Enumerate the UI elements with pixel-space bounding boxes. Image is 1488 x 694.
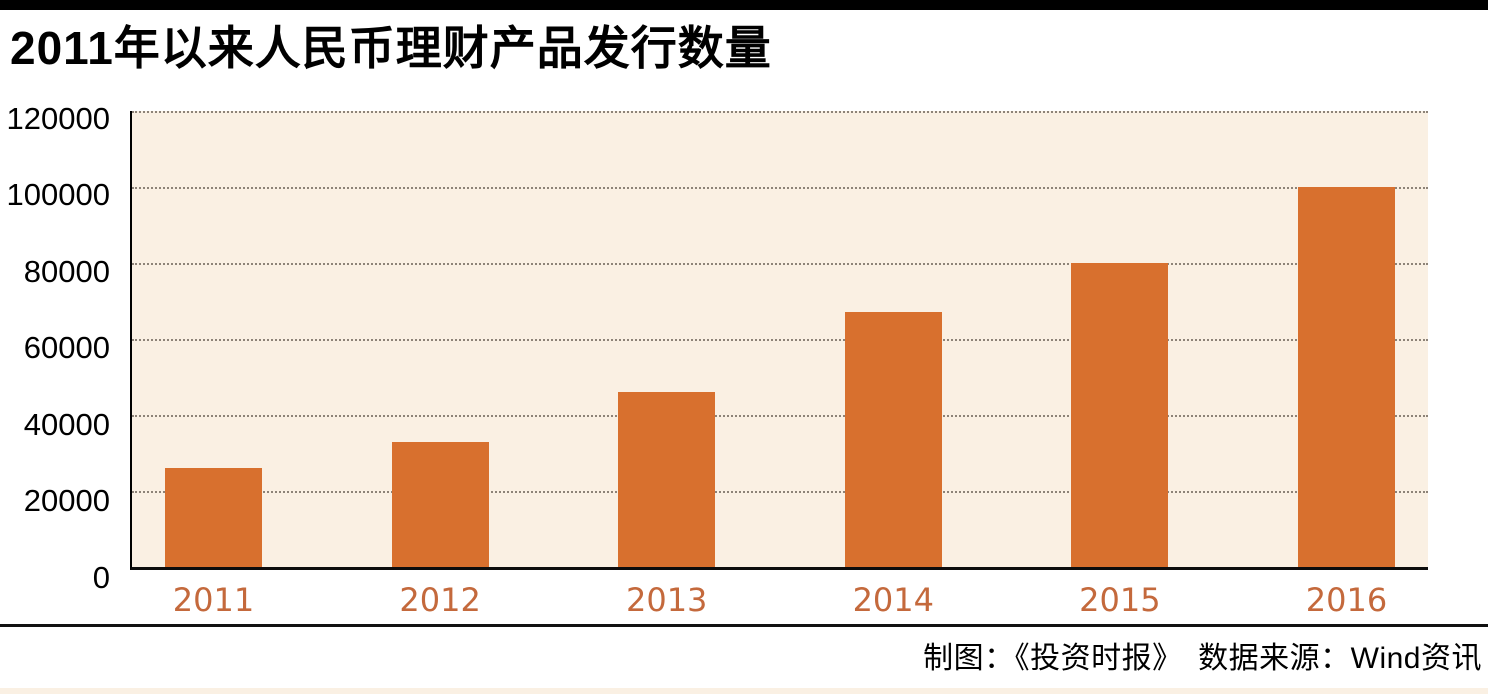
bar-group-2016: 2016 — [1297, 111, 1395, 619]
bar-group-2015: 2015 — [1071, 111, 1169, 619]
footer-credits: 制图：《投资时报》 数据来源：Wind资讯 — [923, 641, 1482, 675]
y-tick-label-80000: 80000 — [23, 253, 110, 289]
x-axis-label-2016: 2016 — [1305, 580, 1388, 619]
x-axis-label-2012: 2012 — [399, 580, 481, 619]
x-axis-label-2013: 2013 — [625, 580, 708, 619]
bottom-accent-bar — [0, 688, 1488, 694]
y-tick-label-120000: 120000 — [6, 100, 110, 136]
bar-2016 — [1297, 186, 1395, 567]
bars-container: 2011 2012 2013 2014 2015 2016 — [132, 111, 1428, 619]
bar-2013 — [618, 392, 716, 567]
gridline-60000 — [132, 338, 1428, 341]
top-accent-bar — [0, 0, 1488, 10]
x-axis-label-2014: 2014 — [852, 580, 934, 619]
y-axis: 0 20000 40000 60000 80000 100000 120000 — [0, 101, 130, 595]
bar-group-2014: 2014 — [844, 111, 942, 619]
gridline-40000 — [132, 414, 1428, 417]
y-tick-label-20000: 20000 — [23, 483, 110, 519]
gridline-80000 — [132, 262, 1428, 265]
gridline-20000 — [132, 490, 1428, 493]
bar-2012 — [391, 441, 489, 567]
bar-group-2011: 2011 — [165, 111, 262, 619]
x-axis-label-2015: 2015 — [1079, 580, 1161, 619]
bar-2014 — [844, 312, 942, 567]
bar-group-2013: 2013 — [618, 111, 716, 619]
bar-chart: 0 20000 40000 60000 80000 100000 120000 … — [0, 101, 1488, 619]
y-tick-label-60000: 60000 — [23, 330, 110, 366]
y-tick-label-40000: 40000 — [23, 406, 110, 442]
footer-divider — [0, 623, 1488, 627]
y-tick-label-100000: 100000 — [6, 177, 110, 213]
y-tick-label-0: 0 — [92, 559, 110, 595]
bar-2015 — [1071, 262, 1169, 567]
x-axis-label-2011: 2011 — [172, 580, 255, 619]
gridline-120000 — [132, 110, 1428, 113]
gridline-100000 — [132, 186, 1428, 189]
plot-area: 2011 2012 2013 2014 2015 2016 — [130, 110, 1428, 619]
bar-group-2012: 2012 — [391, 111, 489, 619]
bar-2011 — [165, 468, 262, 567]
chart-title: 2011年以来人民币理财产品发行数量 — [10, 22, 772, 74]
